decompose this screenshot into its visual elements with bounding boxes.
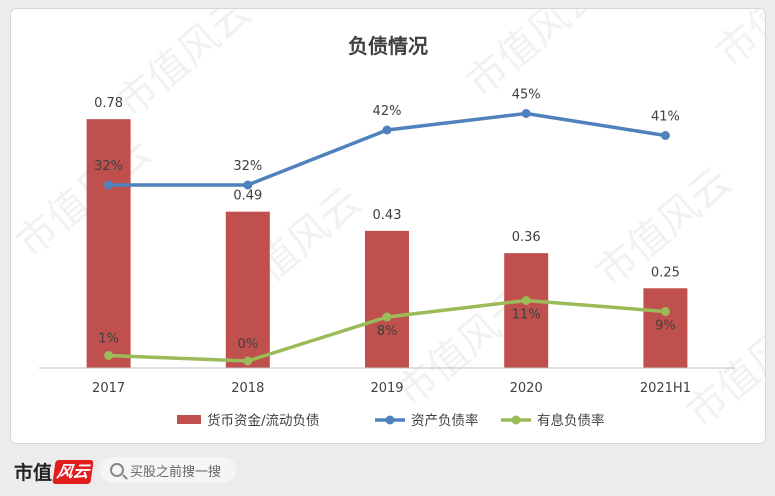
bar-2017 <box>86 119 131 369</box>
line-point <box>521 109 531 118</box>
line-series <box>104 109 670 366</box>
bar-value-label: 0.49 <box>233 189 262 204</box>
bar-value-label: 0.36 <box>512 230 541 245</box>
line-value-label: 9% <box>655 319 676 334</box>
line-point <box>382 312 392 322</box>
line-point <box>521 296 531 305</box>
brand[interactable]: 市值 风云 <box>14 458 94 485</box>
x-tick-label: 2018 <box>231 381 264 396</box>
line-资产负债率 <box>108 111 666 187</box>
line-value-label: 0% <box>237 337 258 352</box>
bar-2020 <box>504 253 549 368</box>
x-axis-ticks: 2017 2018 2019 2020 2021H1 <box>92 381 691 396</box>
watermark-text: 市值风云 <box>708 9 765 77</box>
line-point <box>382 125 392 135</box>
line-value-label: 42% <box>373 104 402 119</box>
bar-2019 <box>365 230 409 368</box>
bar-value-label: 0.78 <box>94 96 123 111</box>
legend-label: 货币资金/流动负债 <box>207 412 320 429</box>
legend: 货币资金/流动负债 资产负债率 有息负债率 <box>177 412 605 429</box>
legend-label: 有息负债率 <box>537 412 605 429</box>
brand-logo-icon: 风云 <box>52 459 94 484</box>
legend-swatch-bar <box>177 415 201 424</box>
chart-svg: 市值风云市值风云市值风云市值风云市值风云市值风云市值风云市值风云 负债情况 0.… <box>11 9 765 437</box>
bar-value-label: 0.43 <box>373 208 402 223</box>
x-tick-label: 2019 <box>370 381 403 396</box>
chart-card: 市值风云市值风云市值风云市值风云市值风云市值风云市值风云市值风云 负债情况 0.… <box>10 8 766 444</box>
legend-swatch-marker <box>385 415 395 425</box>
chart-title: 负债情况 <box>348 34 428 58</box>
bar-2018 <box>225 211 270 368</box>
x-tick-label: 2020 <box>510 381 543 396</box>
line-point <box>243 356 253 366</box>
x-tick-label: 2021H1 <box>640 381 691 396</box>
line-value-label: 32% <box>94 159 123 174</box>
watermark-text: 市值风云 <box>108 9 260 127</box>
bar-value-label: 0.25 <box>651 265 680 280</box>
search-box[interactable]: 买股之前搜一搜 <box>100 457 236 483</box>
line-point <box>660 307 670 316</box>
line-point <box>104 351 114 360</box>
bar-series <box>86 119 688 369</box>
line-value-label: 32% <box>233 159 262 174</box>
line-value-label: 41% <box>651 110 680 125</box>
footer-bar: 市值 风云 买股之前搜一搜 <box>0 448 775 496</box>
search-placeholder: 买股之前搜一搜 <box>130 464 222 480</box>
data-labels: 0.78 0.49 0.43 0.36 0.25 32% 32% 42% 45% 41% 1% 0% 8… <box>94 88 680 353</box>
x-tick-label: 2017 <box>92 381 125 396</box>
watermark-text: 市值风云 <box>11 129 160 267</box>
brand-name: 市值 <box>14 462 53 484</box>
bar-2021H1 <box>643 288 688 368</box>
line-value-label: 1% <box>98 332 119 347</box>
search-icon <box>110 463 124 477</box>
line-value-label: 45% <box>512 88 541 103</box>
line-value-label: 8% <box>377 324 398 339</box>
line-point <box>243 180 253 190</box>
line-value-label: 11% <box>512 308 541 323</box>
line-point <box>104 180 114 190</box>
line-point <box>660 131 670 140</box>
legend-label: 资产负债率 <box>411 412 479 429</box>
legend-swatch-marker <box>511 415 521 425</box>
